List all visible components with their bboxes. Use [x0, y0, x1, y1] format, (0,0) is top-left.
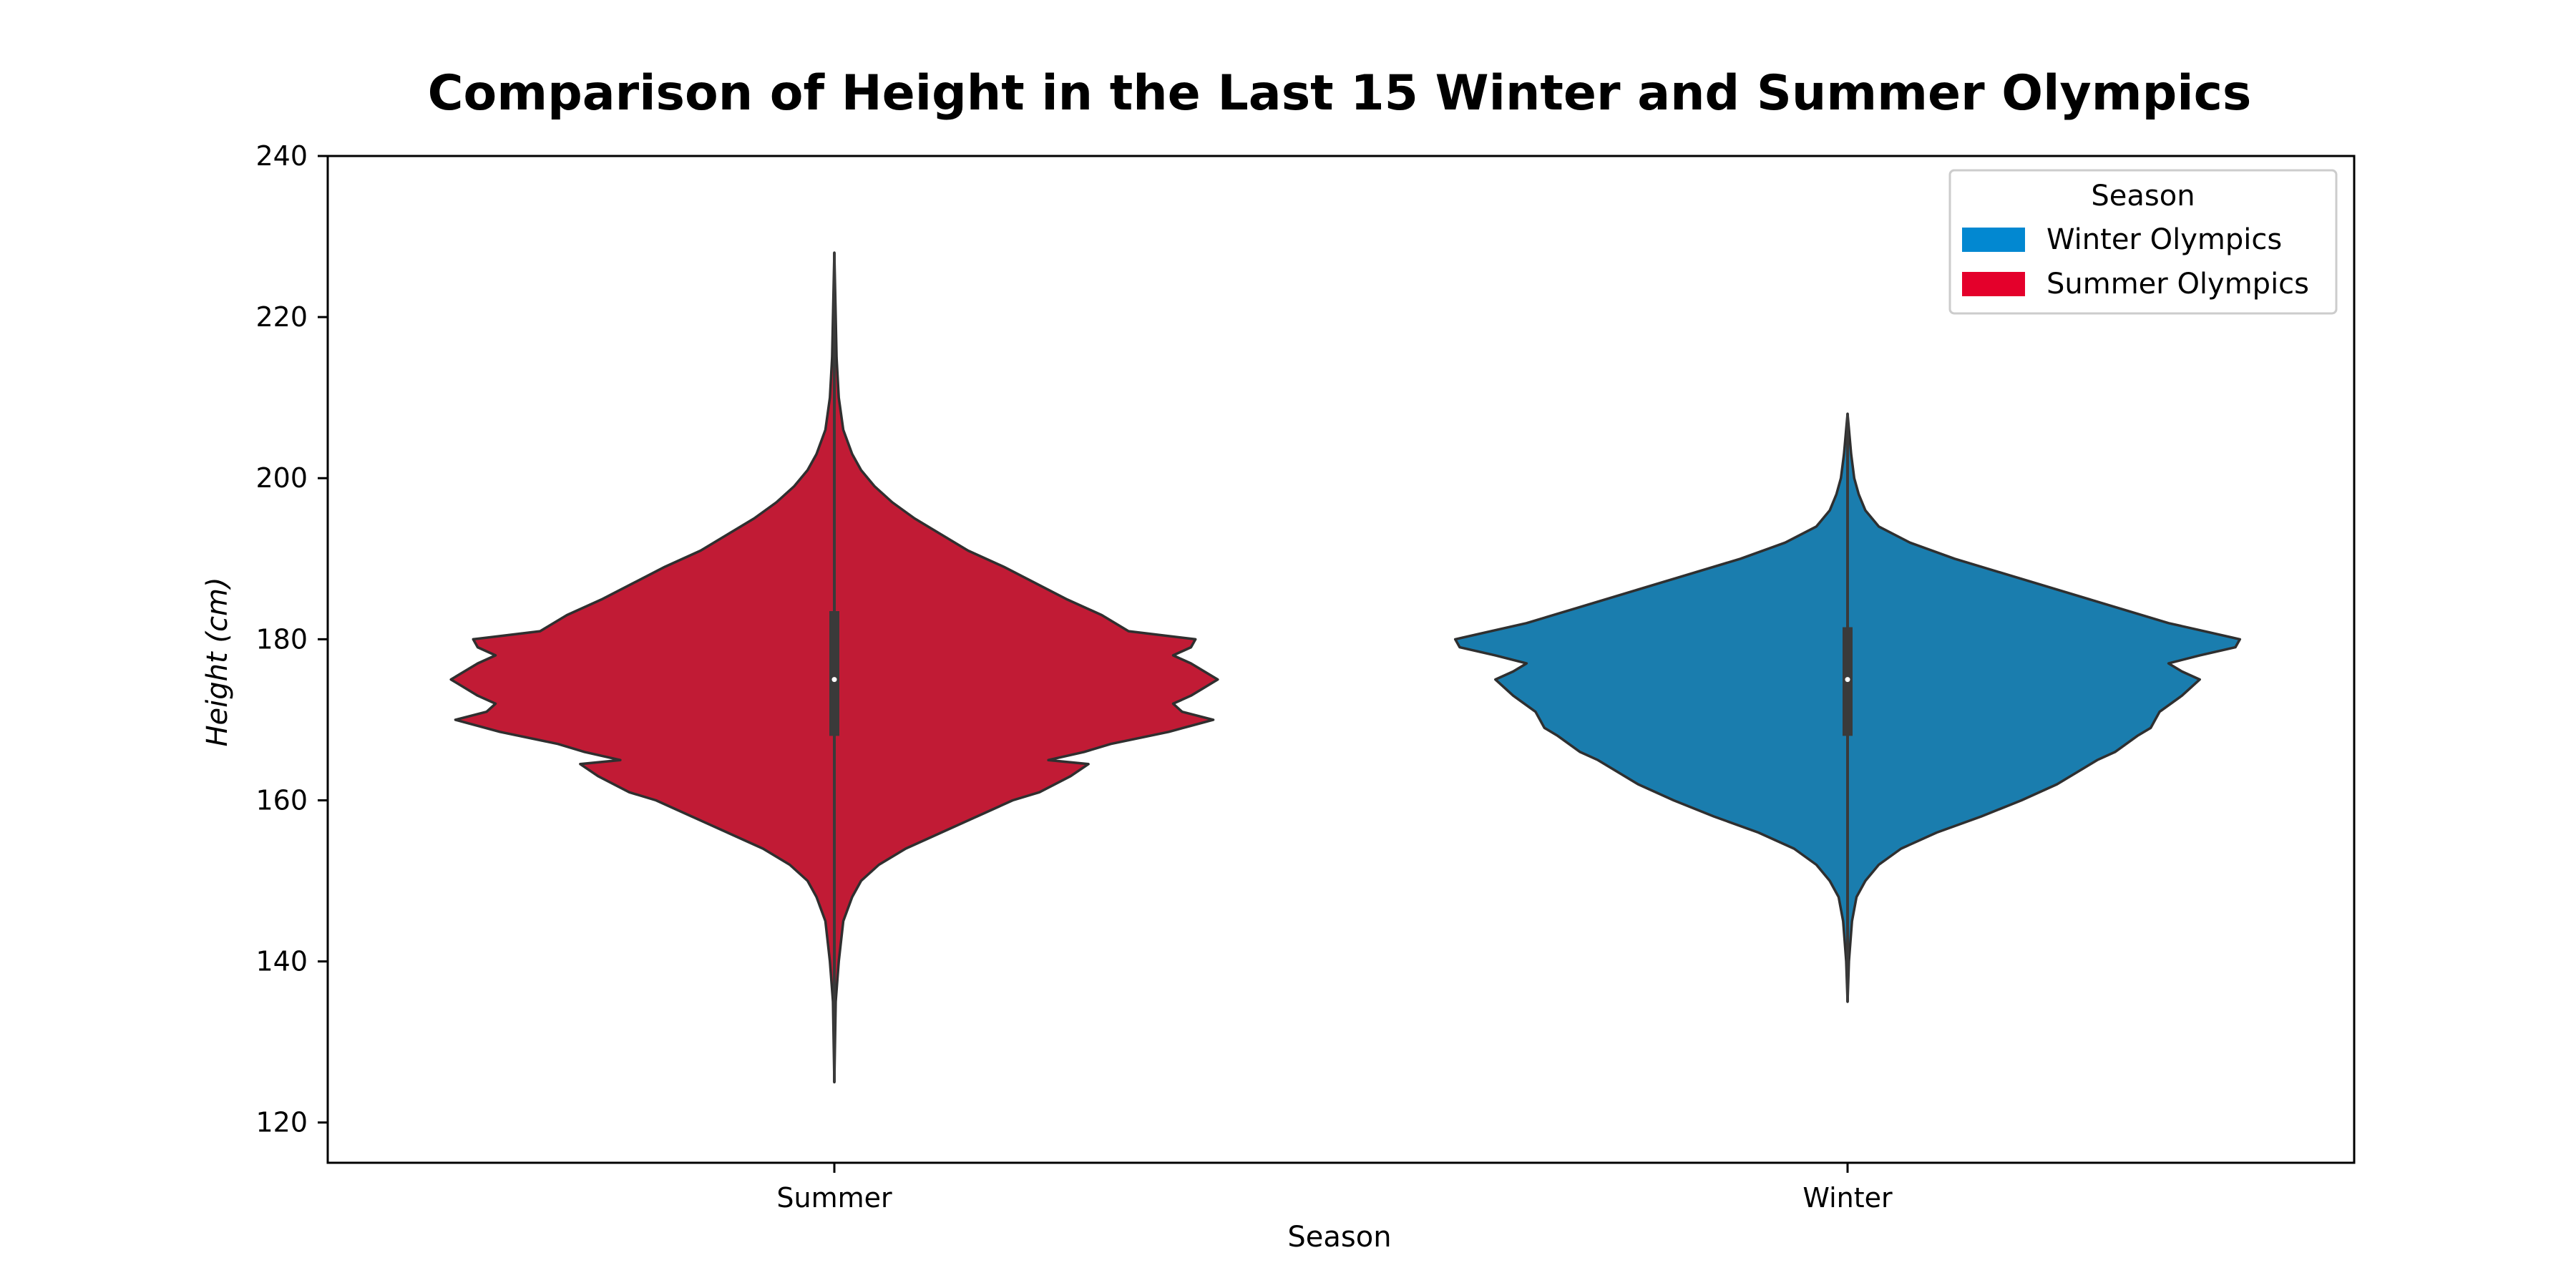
- y-tick-label: 220: [255, 301, 308, 333]
- y-axis-label: Height (cm): [201, 577, 234, 746]
- y-tick-label: 240: [255, 140, 308, 172]
- median-point-winter: [1845, 677, 1850, 683]
- plot-area: [449, 251, 2242, 1084]
- x-tick-label: Winter: [1802, 1182, 1893, 1214]
- legend-label-winter: Winter Olympics: [2046, 223, 2282, 256]
- chart-title: Comparison of Height in the Last 15 Wint…: [428, 65, 2252, 122]
- legend-label-summer: Summer Olympics: [2046, 268, 2309, 301]
- median-point-summer: [831, 677, 837, 683]
- axes: 120 140 160 180 200 220 240 Summer Winter: [255, 140, 2356, 1214]
- y-tick-label: 200: [255, 462, 308, 494]
- violin-winter: [1453, 412, 2242, 1003]
- x-tick-label: Summer: [776, 1182, 892, 1214]
- y-tick-label: 140: [255, 946, 308, 977]
- y-tick-label: 120: [255, 1107, 308, 1138]
- violin-summer: [449, 251, 1219, 1084]
- legend-title: Season: [2091, 180, 2195, 213]
- y-tick-label: 160: [255, 784, 308, 816]
- y-tick-label: 180: [255, 623, 308, 655]
- legend-swatch-winter: [1962, 228, 2025, 252]
- legend-box: [1948, 169, 2338, 315]
- plot-frame: [326, 155, 2356, 1164]
- x-axis-label: Season: [1287, 1221, 1391, 1254]
- legend: Season Winter Olympics Summer Olympics: [1948, 169, 2338, 315]
- legend-swatch-summer: [1962, 272, 2025, 296]
